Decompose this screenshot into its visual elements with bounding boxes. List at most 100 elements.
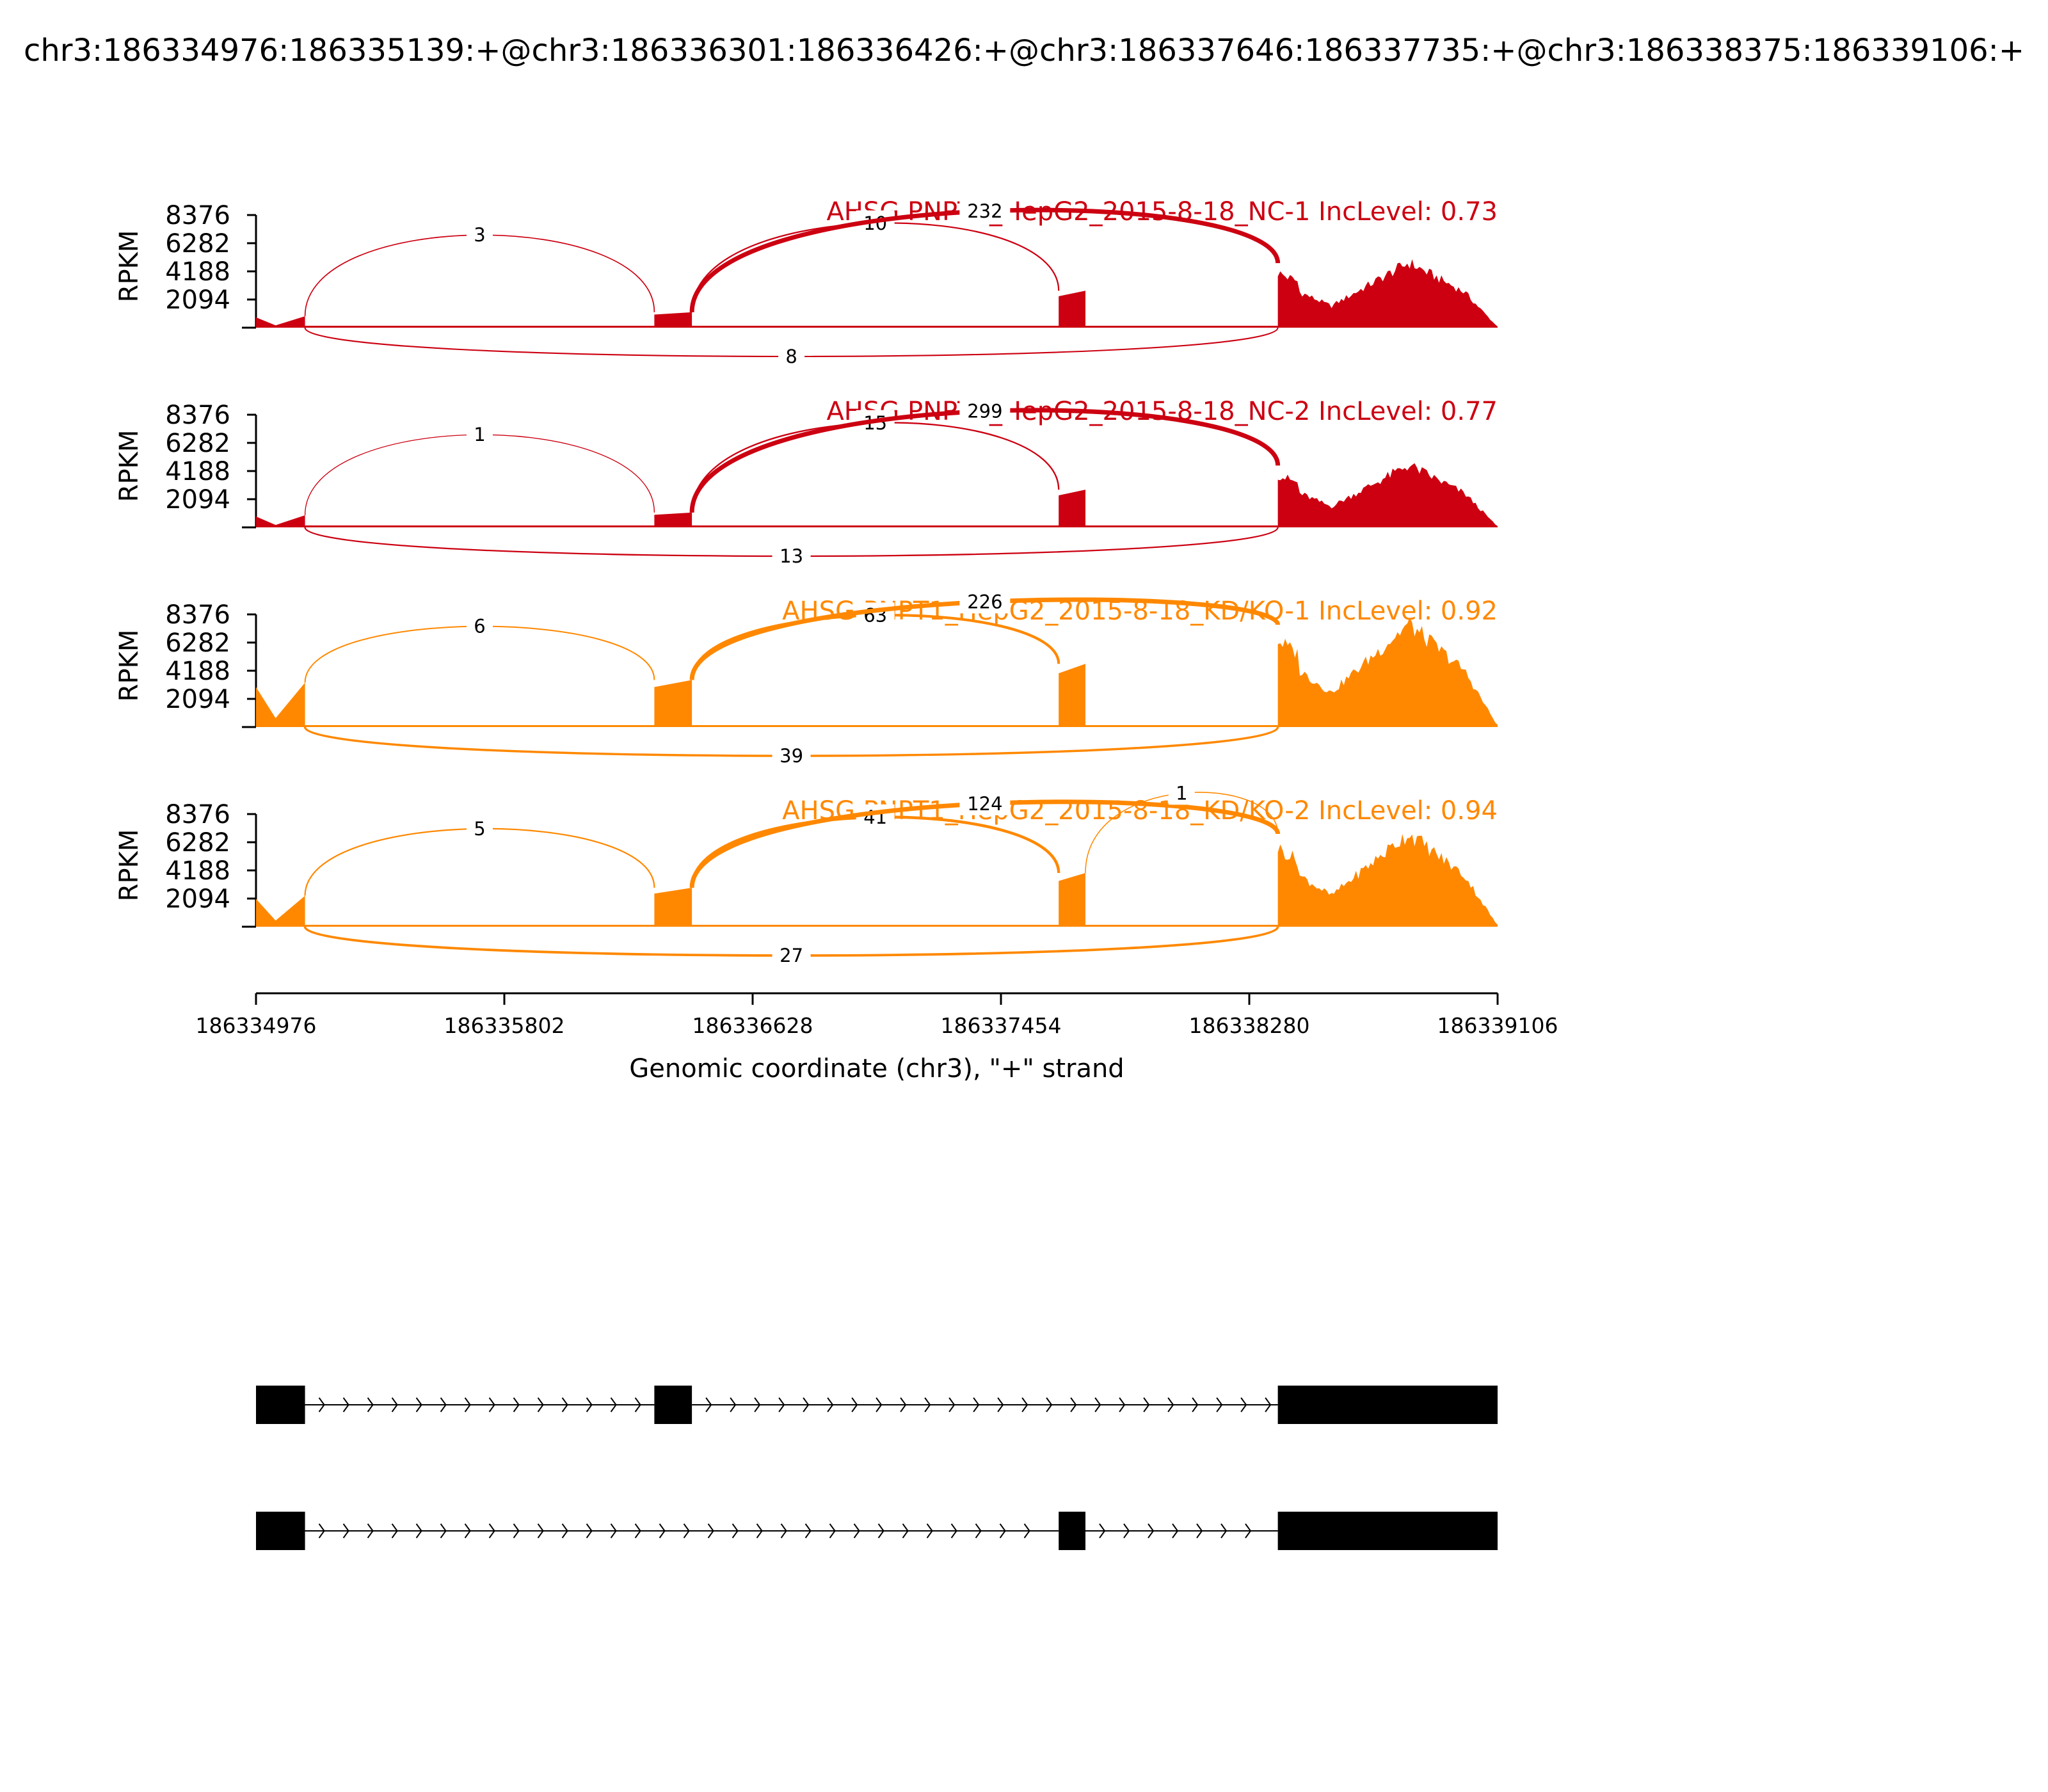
panel-label: AHSG PNPT1_HepG2_2015-8-18_NC-2 IncLevel… bbox=[826, 397, 1498, 426]
strand-arrow bbox=[1220, 1523, 1228, 1539]
strand-arrow bbox=[756, 1523, 763, 1539]
junction-count-bg bbox=[959, 790, 1011, 815]
strand-arrow bbox=[464, 1523, 471, 1539]
strand-arrow bbox=[902, 1523, 909, 1539]
strand-arrow bbox=[707, 1523, 714, 1539]
junction-count: 1 bbox=[1176, 782, 1187, 804]
strand-arrow bbox=[1119, 1397, 1126, 1412]
strand-arrow bbox=[1196, 1523, 1203, 1539]
strand-arrow bbox=[342, 1397, 349, 1412]
strand-arrow bbox=[513, 1523, 520, 1539]
junction-count-bg bbox=[772, 743, 811, 767]
exon-coverage bbox=[654, 312, 692, 328]
strand-arrow bbox=[610, 1397, 617, 1412]
strand-arrow bbox=[610, 1523, 617, 1539]
junction-count: 5 bbox=[474, 818, 485, 840]
junction-count-bg bbox=[959, 589, 1011, 614]
y-tick-label: 2094 bbox=[165, 485, 230, 515]
strand-arrow bbox=[877, 1523, 884, 1539]
y-axis-label: RPKM bbox=[115, 630, 144, 702]
y-tick-label: 8376 bbox=[165, 600, 230, 630]
exon-coverage bbox=[1277, 834, 1498, 927]
strand-arrow bbox=[924, 1397, 931, 1412]
exon-coverage bbox=[256, 515, 305, 527]
strand-arrow bbox=[803, 1397, 810, 1412]
junction-count: 8 bbox=[785, 346, 797, 367]
x-tick-label: 186337454 bbox=[941, 1013, 1062, 1038]
junction-count-bg bbox=[856, 804, 895, 829]
junction-count-bg bbox=[1168, 780, 1195, 805]
junction-count-bg bbox=[466, 222, 493, 247]
strand-arrow bbox=[950, 1523, 957, 1539]
strand-arrow bbox=[975, 1523, 982, 1539]
y-tick-label: 8376 bbox=[165, 401, 230, 430]
junction-count-bg bbox=[778, 344, 805, 368]
x-tick-label: 186336628 bbox=[692, 1013, 813, 1038]
strand-arrow bbox=[561, 1523, 568, 1539]
strand-arrow bbox=[732, 1523, 739, 1539]
y-axis-label: RPKM bbox=[115, 230, 144, 303]
strand-arrow bbox=[1143, 1397, 1150, 1412]
strand-arrow bbox=[440, 1397, 447, 1412]
exon-coverage bbox=[654, 888, 692, 927]
strand-arrow bbox=[513, 1397, 520, 1412]
y-tick-label: 4188 bbox=[165, 856, 230, 886]
exon-coverage bbox=[256, 682, 305, 727]
x-tick-label: 186335802 bbox=[444, 1013, 565, 1038]
junction-count: 124 bbox=[967, 793, 1002, 815]
strand-arrow bbox=[1070, 1397, 1077, 1412]
y-tick-label: 6282 bbox=[165, 429, 230, 458]
y-tick-label: 6282 bbox=[165, 628, 230, 658]
exon-block bbox=[256, 1386, 305, 1424]
y-tick-label: 4188 bbox=[165, 657, 230, 686]
strand-arrow bbox=[488, 1397, 495, 1412]
exon-block bbox=[654, 1386, 692, 1424]
strand-arrow bbox=[778, 1397, 785, 1412]
strand-arrow bbox=[1265, 1397, 1272, 1412]
strand-arrow bbox=[440, 1523, 447, 1539]
junction-count-bg bbox=[466, 815, 493, 840]
strand-arrow bbox=[1245, 1523, 1252, 1539]
strand-arrow bbox=[367, 1397, 374, 1412]
x-tick-label: 186334976 bbox=[196, 1013, 317, 1038]
strand-arrow bbox=[1240, 1397, 1247, 1412]
exon-block bbox=[1277, 1512, 1498, 1550]
strand-arrow bbox=[659, 1523, 666, 1539]
y-axis-label: RPKM bbox=[115, 430, 144, 502]
strand-arrow bbox=[876, 1397, 883, 1412]
strand-arrow bbox=[342, 1523, 349, 1539]
junction-count: 3 bbox=[474, 224, 485, 246]
y-tick-label: 6282 bbox=[165, 229, 230, 259]
strand-arrow bbox=[318, 1523, 325, 1539]
exon-block bbox=[1059, 1512, 1085, 1550]
strand-arrow bbox=[537, 1397, 544, 1412]
y-tick-label: 4188 bbox=[165, 257, 230, 287]
junction-count-bg bbox=[772, 943, 811, 967]
exon-coverage bbox=[1059, 872, 1085, 927]
strand-arrow bbox=[1099, 1523, 1106, 1539]
y-axis-label: RPKM bbox=[115, 829, 144, 902]
strand-arrow bbox=[634, 1523, 641, 1539]
strand-arrow bbox=[415, 1523, 422, 1539]
junction-count: 226 bbox=[967, 591, 1002, 612]
junction-arc bbox=[304, 434, 655, 516]
junction-count-bg bbox=[856, 602, 895, 627]
strand-arrow bbox=[391, 1397, 398, 1412]
exon-coverage bbox=[1277, 259, 1498, 328]
y-tick-label: 4188 bbox=[165, 457, 230, 486]
strand-arrow bbox=[586, 1523, 593, 1539]
strand-arrow bbox=[561, 1397, 568, 1412]
strand-arrow bbox=[973, 1397, 980, 1412]
exon-block bbox=[256, 1512, 305, 1550]
x-axis: 186334976 186335802 186336628 186337454 1863… bbox=[196, 992, 1558, 1038]
junction-arc bbox=[691, 222, 1060, 312]
exon-coverage bbox=[1277, 463, 1498, 527]
exon-coverage bbox=[1059, 291, 1085, 328]
exon-coverage bbox=[1277, 617, 1498, 727]
isoform-models bbox=[256, 1386, 1498, 1550]
strand-arrow bbox=[853, 1523, 860, 1539]
y-tick-label: 2094 bbox=[165, 285, 230, 315]
